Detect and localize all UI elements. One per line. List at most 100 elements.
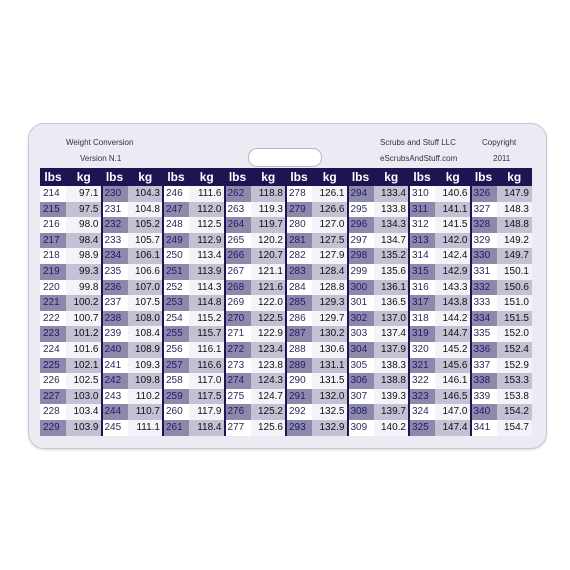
kg-cell: 121.6 xyxy=(250,279,286,296)
lbs-cell: 339 xyxy=(470,388,497,405)
lbs-cell: 281 xyxy=(286,232,312,249)
lbs-cell: 304 xyxy=(347,342,374,358)
kg-cell: 99.8 xyxy=(66,279,102,296)
column-separator xyxy=(285,168,287,436)
kg-cell: 136.5 xyxy=(373,295,409,311)
kg-cell: 109.3 xyxy=(127,357,163,374)
lbs-cell: 249 xyxy=(163,232,189,249)
lbs-cell: 292 xyxy=(286,404,312,420)
lbs-cell: 340 xyxy=(470,404,497,420)
lbs-cell: 277 xyxy=(224,420,251,436)
lbs-cell: 326 xyxy=(470,186,497,202)
kg-cell: 126.1 xyxy=(312,186,348,202)
kg-cell: 97.5 xyxy=(66,201,102,218)
kg-cell: 143.8 xyxy=(435,295,471,311)
kg-cell: 129.3 xyxy=(312,295,348,311)
lbs-cell: 336 xyxy=(470,342,497,358)
lbs-cell: 291 xyxy=(286,388,312,405)
lbs-cell: 319 xyxy=(409,326,435,342)
lbs-cell: 303 xyxy=(347,326,374,342)
kg-cell: 135.2 xyxy=(373,248,409,264)
company: Scrubs and Stuff LLC xyxy=(380,138,456,147)
kg-cell: 125.6 xyxy=(250,420,286,436)
kg-cell: 123.8 xyxy=(250,357,286,374)
kg-cell: 121.1 xyxy=(250,264,286,280)
lbs-cell: 242 xyxy=(101,373,128,389)
lbs-cell: 272 xyxy=(224,342,251,358)
column-separator xyxy=(469,168,472,436)
kg-cell: 111.6 xyxy=(189,186,225,202)
kg-cell: 114.8 xyxy=(189,295,225,311)
lbs-cell: 215 xyxy=(40,201,66,218)
lbs-cell: 287 xyxy=(286,326,312,342)
lbs-cell: 315 xyxy=(409,264,435,280)
lbs-cell: 232 xyxy=(101,217,128,233)
lbs-cell: 297 xyxy=(347,232,374,249)
lbs-cell: 321 xyxy=(409,357,435,374)
kg-cell: 98.0 xyxy=(66,217,102,233)
kg-cell: 130.2 xyxy=(312,326,348,342)
lbs-cell: 285 xyxy=(286,295,312,311)
lbs-cell: 332 xyxy=(470,279,497,296)
lbs-cell: 252 xyxy=(163,279,189,296)
kg-cell: 130.6 xyxy=(312,342,348,358)
kg-cell: 102.5 xyxy=(66,373,102,389)
kg-cell: 145.6 xyxy=(435,357,471,374)
kg-cell: 124.7 xyxy=(250,388,286,405)
kg-cell: 108.9 xyxy=(127,342,163,358)
lbs-cell: 317 xyxy=(409,295,435,311)
kg-cell: 124.3 xyxy=(250,373,286,389)
lbs-cell: 237 xyxy=(101,295,128,311)
kg-cell: 152.4 xyxy=(496,342,532,358)
lbs-cell: 290 xyxy=(286,373,312,389)
kg-cell: 112.9 xyxy=(189,232,225,249)
kg-cell: 115.2 xyxy=(189,310,225,327)
kg-cell: 107.0 xyxy=(127,279,163,296)
lbs-cell: 241 xyxy=(101,357,128,374)
lbs-cell: 288 xyxy=(286,342,312,358)
kg-cell: 109.8 xyxy=(127,373,163,389)
lbs-cell: 314 xyxy=(409,248,435,264)
badge-slot xyxy=(248,148,322,167)
kg-cell: 99.3 xyxy=(66,264,102,280)
kg-cell: 103.0 xyxy=(66,388,102,405)
kg-cell: 152.9 xyxy=(496,357,532,374)
lbs-cell: 250 xyxy=(163,248,189,264)
kg-cell: 128.8 xyxy=(312,279,348,296)
lbs-cell: 313 xyxy=(409,232,435,249)
kg-cell: 150.6 xyxy=(496,279,532,296)
lbs-cell: 225 xyxy=(40,357,66,374)
kg-cell: 122.0 xyxy=(250,295,286,311)
lbs-cell: 245 xyxy=(101,420,128,436)
lbs-cell: 308 xyxy=(347,404,374,420)
lbs-cell: 263 xyxy=(224,201,251,218)
lbs-cell: 246 xyxy=(163,186,189,202)
kg-cell: 103.9 xyxy=(66,420,102,436)
lbs-cell: 270 xyxy=(224,310,251,327)
kg-cell: 108.0 xyxy=(127,310,163,327)
lbs-cell: 275 xyxy=(224,388,251,405)
lbs-cell: 316 xyxy=(409,279,435,296)
kg-cell: 112.0 xyxy=(189,201,225,218)
kg-cell: 120.2 xyxy=(250,232,286,249)
lbs-cell: 335 xyxy=(470,326,497,342)
kg-cell: 117.0 xyxy=(189,373,225,389)
lbs-cell: 238 xyxy=(101,310,128,327)
lbs-cell: 294 xyxy=(347,186,374,202)
lbs-cell: 334 xyxy=(470,310,497,327)
kg-header: kg xyxy=(312,168,348,186)
kg-cell: 117.9 xyxy=(189,404,225,420)
kg-cell: 101.6 xyxy=(66,342,102,358)
kg-cell: 142.0 xyxy=(435,232,471,249)
kg-cell: 150.1 xyxy=(496,264,532,280)
lbs-cell: 260 xyxy=(163,404,189,420)
kg-cell: 147.0 xyxy=(435,404,471,420)
lbs-cell: 341 xyxy=(470,420,497,436)
kg-cell: 139.3 xyxy=(373,388,409,405)
kg-cell: 107.5 xyxy=(127,295,163,311)
kg-cell: 151.0 xyxy=(496,295,532,311)
column-separator xyxy=(408,168,410,436)
kg-cell: 147.9 xyxy=(496,186,532,202)
kg-cell: 110.2 xyxy=(127,388,163,405)
kg-cell: 122.9 xyxy=(250,326,286,342)
